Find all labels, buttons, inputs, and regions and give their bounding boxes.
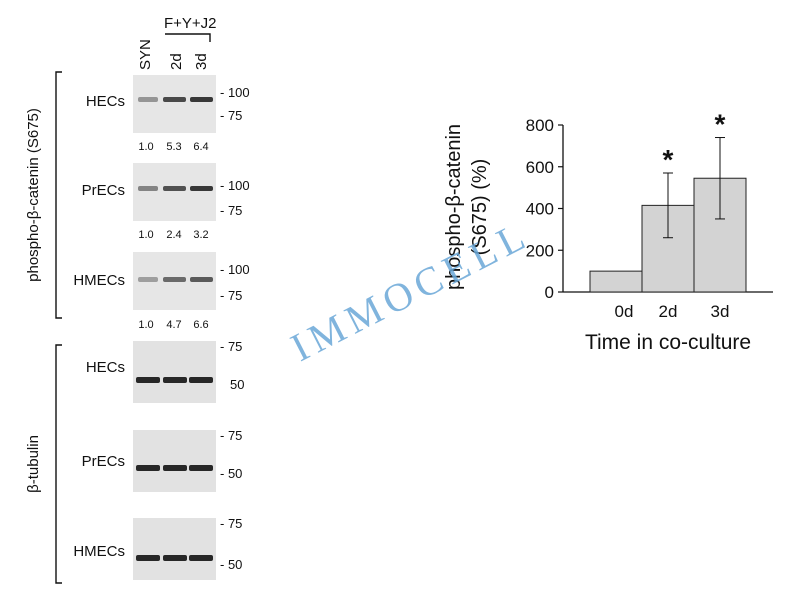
blot-band: [190, 186, 213, 191]
mw-marker: - 100: [220, 262, 250, 277]
y-axis-label-line-1: phospho-β-catenin: [443, 124, 465, 290]
blot-panel: PrECs - 75 - 50: [82, 428, 242, 492]
phospho-group-label: phospho-β-catenin (S675): [25, 108, 42, 282]
quant-value: 1.0: [138, 141, 153, 153]
mw-marker: - 75: [220, 108, 242, 123]
quant-value: 6.6: [193, 319, 208, 331]
blot-membrane: [133, 341, 216, 403]
cell-line-label: HECs: [86, 93, 125, 110]
blot-band: [189, 377, 213, 383]
tubulin-group-bracket: [55, 344, 62, 584]
quant-value: 1.0: [138, 319, 153, 331]
cell-line-label: HMECs: [73, 543, 125, 560]
y-tick-label: 200: [526, 241, 554, 260]
bar-chart: phospho-β-catenin (S675) (%) Time in co-…: [443, 109, 773, 354]
mw-marker: - 100: [220, 85, 250, 100]
blot-band: [138, 186, 158, 191]
blot-band: [189, 465, 213, 471]
blot-panel: HMECs - 75 - 50: [73, 516, 242, 580]
y-axis-label-line-2: (S675) (%): [469, 159, 491, 256]
mw-marker: - 50: [220, 557, 242, 572]
significance-marker: *: [715, 109, 726, 140]
significance-marker: *: [663, 144, 674, 175]
y-tick-label: 800: [526, 116, 554, 135]
y-tick-label: 0: [545, 283, 554, 302]
blot-panel: HMECs - 100 - 75 1.0 4.7 6.6: [73, 252, 250, 331]
blot-band: [136, 465, 160, 471]
quant-value: 2.4: [166, 229, 181, 241]
treatment-bracket: [165, 33, 211, 42]
blot-band: [163, 465, 187, 471]
cell-line-label: HECs: [86, 359, 125, 376]
col-label-2d: 2d: [168, 53, 185, 70]
blot-panel: HECs - 100 - 75 1.0 5.3 6.4: [86, 75, 250, 153]
mw-marker: - 75: [220, 516, 242, 531]
quant-value: 1.0: [138, 229, 153, 241]
x-axis-label: Time in co-culture: [585, 331, 751, 354]
blot-band: [190, 97, 213, 102]
blot-membrane: [133, 518, 216, 580]
blot-band: [136, 555, 160, 561]
blot-panel: PrECs - 100 - 75 1.0 2.4 3.2: [82, 163, 250, 241]
blot-membrane: [133, 163, 216, 221]
mw-marker: - 50: [220, 466, 242, 481]
blot-panel: HECs - 75 50: [86, 339, 244, 403]
blot-membrane: [133, 75, 216, 133]
cell-line-label: PrECs: [82, 182, 125, 199]
col-label-3d: 3d: [193, 53, 210, 70]
quant-value: 3.2: [193, 229, 208, 241]
y-tick-label: 400: [526, 200, 554, 219]
blot-band: [163, 377, 187, 383]
quant-value: 6.4: [193, 141, 208, 153]
blot-band: [163, 277, 186, 282]
watermark: IMMOCELL: [284, 211, 537, 370]
bar: [589, 270, 643, 293]
phospho-group-bracket: [55, 71, 62, 319]
col-label-syn: SYN: [137, 39, 154, 70]
cell-line-label: PrECs: [82, 453, 125, 470]
tubulin-group-label: β-tubulin: [25, 435, 42, 493]
mw-marker: 50: [230, 377, 244, 392]
cell-line-label: HMECs: [73, 272, 125, 289]
mw-marker: - 75: [220, 428, 242, 443]
quant-value: 5.3: [166, 141, 181, 153]
x-tick-label: 2d: [659, 302, 678, 321]
blot-band: [190, 277, 213, 282]
blot-band: [136, 377, 160, 383]
x-tick-label: 3d: [711, 302, 730, 321]
blot-membrane: [133, 430, 216, 492]
mw-marker: - 75: [220, 203, 242, 218]
blot-band: [189, 555, 213, 561]
blot-band: [163, 555, 187, 561]
mw-marker: - 75: [220, 288, 242, 303]
treatment-label: F+Y+J2: [164, 15, 217, 32]
mw-marker: - 100: [220, 178, 250, 193]
mw-marker: - 75: [220, 339, 242, 354]
quant-value: 4.7: [166, 319, 181, 331]
blot-band: [163, 97, 186, 102]
blot-band: [138, 97, 158, 102]
x-tick-label: 0d: [615, 302, 634, 321]
blot-band: [138, 277, 158, 282]
y-tick-label: 600: [526, 158, 554, 177]
blot-band: [163, 186, 186, 191]
